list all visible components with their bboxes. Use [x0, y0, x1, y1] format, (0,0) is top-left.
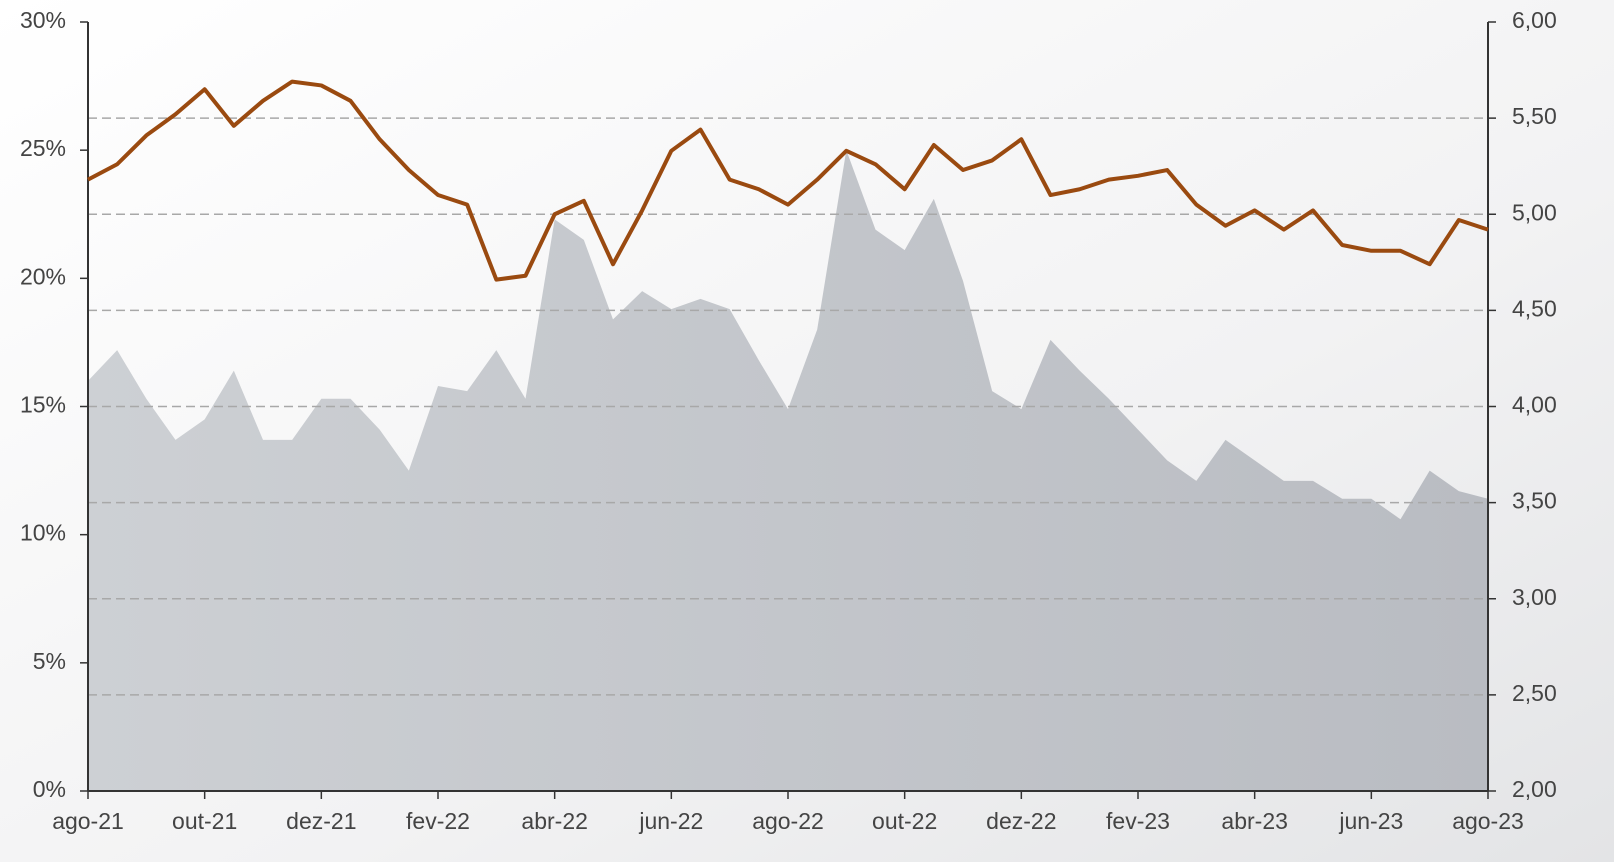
y2-tick-label: 3,00: [1512, 584, 1557, 610]
y2-tick-label: 6,00: [1512, 7, 1557, 33]
x-tick-label: dez-22: [986, 808, 1056, 834]
y2-tick-label: 4,00: [1512, 392, 1557, 418]
x-tick-label: ago-21: [52, 808, 124, 834]
y2-tick-label: 5,50: [1512, 103, 1557, 129]
x-tick-label: fev-22: [406, 808, 470, 834]
x-tick-label: out-21: [172, 808, 237, 834]
y2-tick-label: 4,50: [1512, 295, 1557, 321]
y-tick-label: 10%: [20, 520, 66, 546]
y-tick-label: 0%: [33, 776, 66, 802]
y-tick-label: 5%: [33, 648, 66, 674]
y2-tick-label: 2,50: [1512, 680, 1557, 706]
y-tick-label: 20%: [20, 263, 66, 289]
y-tick-label: 30%: [20, 7, 66, 33]
x-tick-label: abr-22: [521, 808, 587, 834]
x-tick-label: jun-22: [638, 808, 703, 834]
x-tick-label: fev-23: [1106, 808, 1170, 834]
x-tick-label: out-22: [872, 808, 937, 834]
x-tick-label: jun-23: [1338, 808, 1403, 834]
line: [87, 79, 1489, 282]
x-tick-label: dez-21: [286, 808, 356, 834]
x-tick-label: ago-23: [1452, 808, 1524, 834]
y-tick-label: 15%: [20, 392, 66, 418]
y2-tick-label: 2,00: [1512, 776, 1557, 802]
y2-tick-label: 3,50: [1512, 488, 1557, 514]
y-tick-label: 25%: [20, 135, 66, 161]
area: [88, 150, 1488, 791]
x-tick-label: ago-22: [752, 808, 824, 834]
x-tick-label: abr-23: [1221, 808, 1287, 834]
y2-tick-label: 5,00: [1512, 199, 1557, 225]
